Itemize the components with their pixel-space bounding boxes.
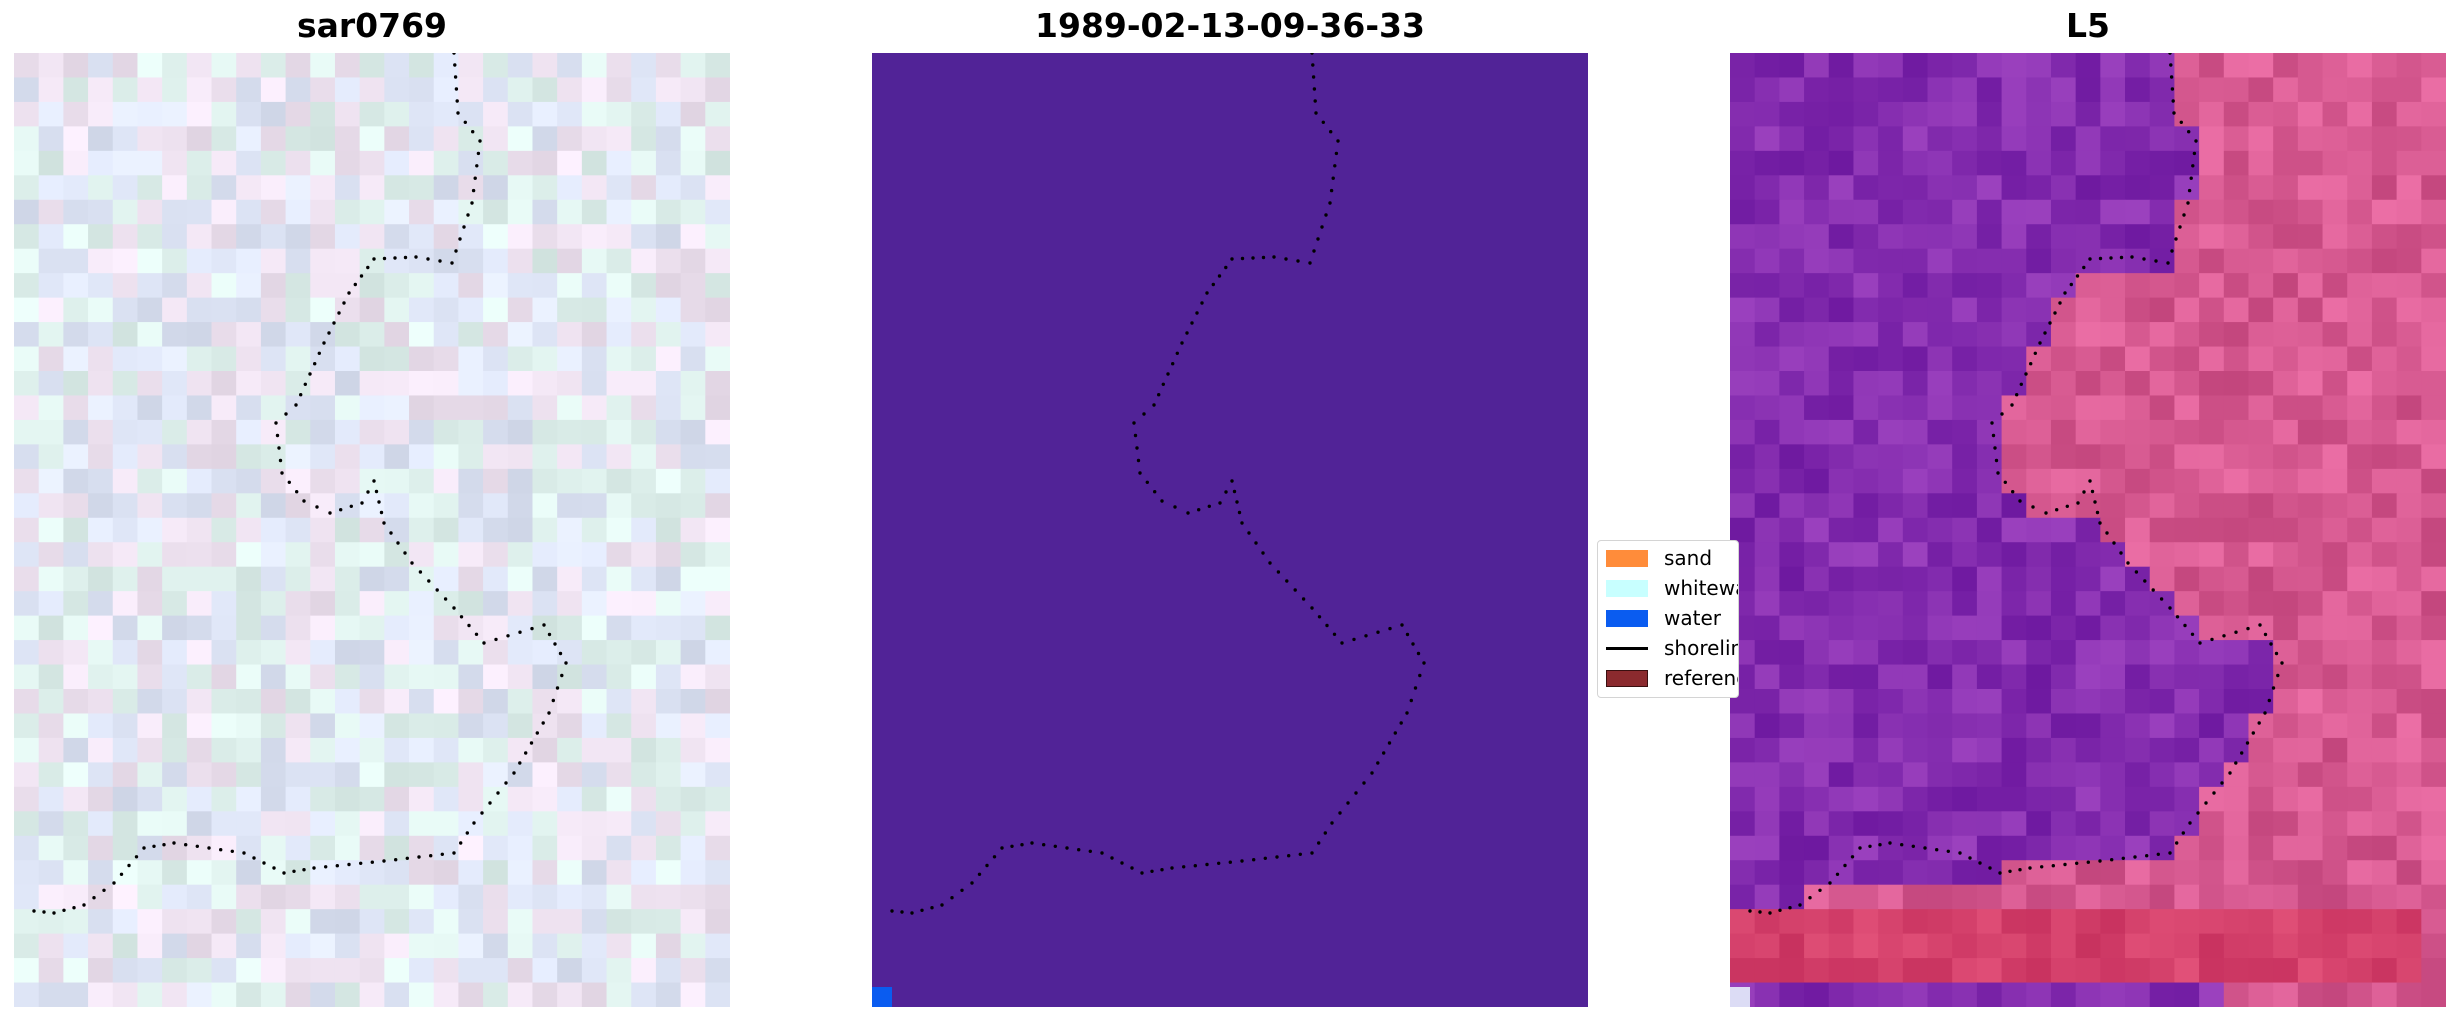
legend-label: reference bbox=[1664, 666, 1738, 690]
panel-title-date: 1989-02-13-09-36-33 bbox=[1035, 6, 1425, 45]
legend: sand whitewater water shoreline referenc… bbox=[1597, 540, 1739, 698]
whitewater-swatch-icon bbox=[1606, 579, 1648, 597]
legend-item-sand: sand bbox=[1606, 545, 1712, 571]
panel-classification-image bbox=[872, 53, 1588, 1007]
legend-item-reference: reference bbox=[1606, 665, 1738, 691]
legend-label: whitewater bbox=[1664, 576, 1738, 600]
legend-label: sand bbox=[1664, 546, 1713, 570]
panel-l5-image bbox=[1730, 53, 2446, 1007]
panel-title-l5: L5 bbox=[2066, 6, 2110, 45]
legend-item-water: water bbox=[1606, 605, 1721, 631]
l5-image-canvas bbox=[1730, 53, 2446, 1007]
reference-swatch-icon bbox=[1606, 669, 1648, 687]
sand-swatch-icon bbox=[1606, 549, 1648, 567]
legend-label: shoreline bbox=[1664, 636, 1738, 660]
sar-image-canvas bbox=[14, 53, 730, 1007]
shoreline-line-icon bbox=[1606, 646, 1648, 650]
legend-item-whitewater: whitewater bbox=[1606, 575, 1738, 601]
panel-title-sar: sar0769 bbox=[296, 6, 448, 45]
water-swatch-icon bbox=[1606, 609, 1648, 627]
legend-item-shoreline: shoreline bbox=[1606, 635, 1738, 661]
panel-sar-image bbox=[14, 53, 730, 1007]
legend-label: water bbox=[1664, 606, 1721, 630]
classification-canvas bbox=[872, 53, 1588, 1007]
